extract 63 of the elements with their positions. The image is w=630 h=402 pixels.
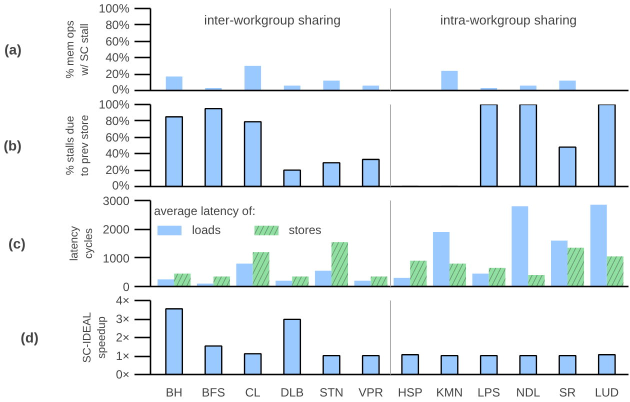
legend-label: stores	[288, 223, 322, 237]
bar	[472, 274, 489, 286]
y-tick-label: 80%	[105, 18, 130, 32]
y-tick-label: 1×	[116, 349, 130, 363]
x-tick-label: VPR	[358, 386, 384, 400]
text: (b)	[4, 138, 22, 154]
text: (a)	[4, 42, 22, 58]
y-tick-label: 40%	[105, 50, 130, 65]
y-tick-label: 0×	[116, 368, 130, 382]
bar	[244, 66, 262, 90]
annotation: intra-workgroup sharing	[440, 12, 577, 28]
text: (d)	[20, 330, 39, 346]
y-tick-label: 0	[122, 280, 130, 294]
x-tick-label: BH	[166, 386, 182, 400]
x-tick-label: DLB	[280, 386, 304, 400]
bar	[520, 86, 536, 90]
x-tick-label: STN	[319, 386, 344, 400]
y-tick-label: 80%	[105, 114, 130, 128]
y-axis-title: latency cycles	[68, 226, 95, 261]
bar	[362, 86, 380, 90]
bar	[432, 232, 450, 286]
legend-label: loads	[192, 223, 221, 237]
y-tick-label: 60%	[105, 34, 130, 48]
y-axis-title: % stalls due to prev store	[64, 114, 91, 176]
y-axis-title: % mem ops w/ SC stall	[64, 20, 91, 79]
bar	[394, 278, 410, 286]
y-tick-label: 2000	[102, 222, 130, 237]
y-tick-label: 100%	[98, 2, 130, 16]
y-tick-label: 4×	[116, 294, 130, 308]
bar	[284, 86, 300, 90]
x-tick-label: LPS	[477, 386, 500, 400]
x-tick-label: LUD	[594, 386, 620, 400]
bar	[512, 206, 528, 286]
x-tick-label: KMN	[436, 386, 463, 400]
y-tick-label: 1000	[102, 251, 130, 266]
x-tick-label: HSP	[398, 386, 423, 400]
x-tick-label: CL	[245, 386, 261, 400]
y-tick-label: 60%	[105, 130, 130, 144]
x-tick-label: NDL	[516, 386, 541, 400]
bar	[236, 264, 253, 286]
y-tick-label: 100%	[98, 98, 130, 112]
y-tick-label: 40%	[105, 146, 130, 161]
bar	[550, 240, 568, 286]
bar	[166, 76, 182, 90]
y-tick-label: 2×	[116, 330, 130, 344]
bar	[559, 80, 576, 90]
x-tick-label: SR	[559, 386, 576, 400]
bar	[323, 80, 340, 90]
y-tick-label: 20%	[105, 163, 130, 178]
bar	[314, 270, 332, 286]
x-tick-label: BFS	[202, 386, 226, 400]
legend-title: average latency of:	[154, 204, 256, 218]
y-tick-label: 3×	[116, 312, 130, 326]
y-tick-label: 0%	[112, 82, 130, 96]
y-tick-label: 20%	[105, 67, 130, 82]
bar	[158, 279, 174, 286]
y-tick-label: 3000	[102, 194, 130, 208]
y-tick-label: 0%	[112, 178, 130, 192]
bar	[441, 70, 458, 90]
annotation: inter-workgroup sharing	[204, 12, 341, 28]
y-axis-title: SC-IDEAL speedup	[81, 312, 108, 363]
text: (c)	[8, 236, 26, 252]
bar	[590, 204, 607, 286]
